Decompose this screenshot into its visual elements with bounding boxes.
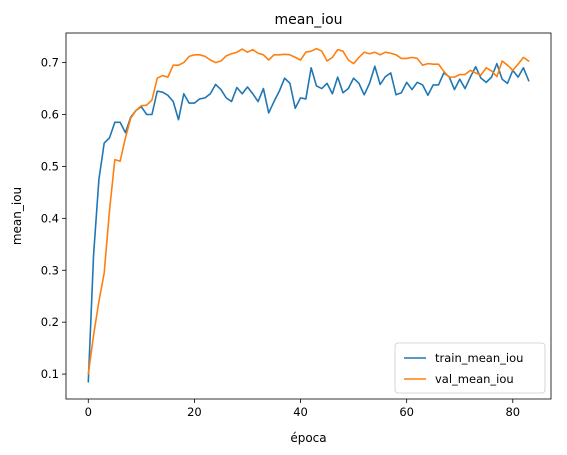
y-tick-label: 0.7 [41,56,59,70]
x-tick-label: 20 [187,405,202,419]
y-tick-label: 0.3 [41,263,59,277]
series-line-val_mean_iou [87,47,530,375]
series-line-train_mean_iou [87,62,530,383]
y-axis: 0.1 0.2 0.3 0.4 0.5 0.6 0.7 [41,56,66,381]
x-tick-label: 40 [293,405,308,419]
y-tick-label: 0.5 [41,159,59,173]
legend-label-val_mean_iou: val_mean_iou [435,372,514,386]
x-tick-label: 0 [85,405,92,419]
legend: train_mean_iou val_mean_iou [394,342,546,394]
x-tick-label: 60 [399,405,414,419]
chart-title: mean_iou [274,12,342,28]
y-tick-label: 0.1 [41,367,59,381]
series-layer [87,47,530,383]
x-axis-label: época [290,431,326,445]
x-tick-label: 80 [505,405,520,419]
axes-frame [65,32,552,400]
y-tick-label: 0.2 [41,315,59,329]
legend-box [394,342,546,394]
y-tick-label: 0.4 [41,211,59,225]
y-tick-label: 0.6 [41,108,59,122]
legend-label-train_mean_iou: train_mean_iou [435,351,523,365]
y-axis-label: mean_iou [10,187,24,245]
x-axis: 0 20 40 60 80 [85,399,520,419]
